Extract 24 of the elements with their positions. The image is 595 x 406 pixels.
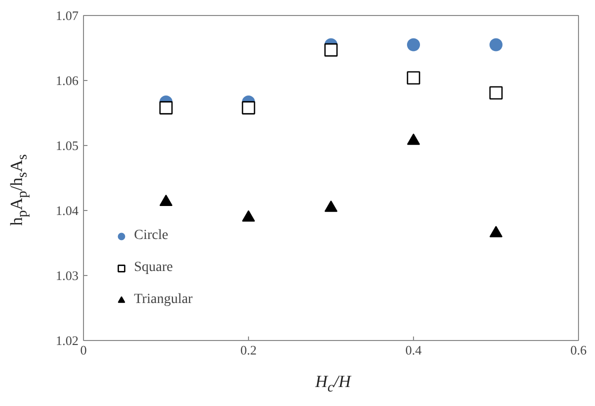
point (407, 38, 420, 52)
point (159, 101, 173, 114)
y-tick-label: 1.03 (56, 268, 78, 283)
y-tick-label: 1.04 (56, 203, 79, 218)
point (490, 226, 502, 238)
x-tick-label: 0.4 (405, 342, 422, 358)
y-tick-label: 1.07 (56, 8, 79, 23)
point (490, 38, 502, 52)
y-tick-label: 1.06 (56, 73, 79, 88)
point (242, 210, 255, 222)
x-tick-label: 0.6 (570, 342, 588, 358)
y-tick-label: 1.02 (56, 333, 78, 348)
point (242, 101, 256, 114)
x-axis-title: H$_{c}$/H (314, 371, 352, 398)
point (324, 200, 338, 212)
x-tick-label: 0.2 (240, 342, 257, 358)
point (324, 43, 338, 57)
legend-label: Circle (134, 228, 168, 244)
y-tick-label: 1.05 (56, 138, 78, 153)
point (160, 194, 172, 206)
legend-label: Triangular (134, 292, 193, 308)
x-tick-label: 0 (80, 342, 87, 358)
point (407, 134, 420, 145)
legend-label: Square (134, 260, 173, 276)
